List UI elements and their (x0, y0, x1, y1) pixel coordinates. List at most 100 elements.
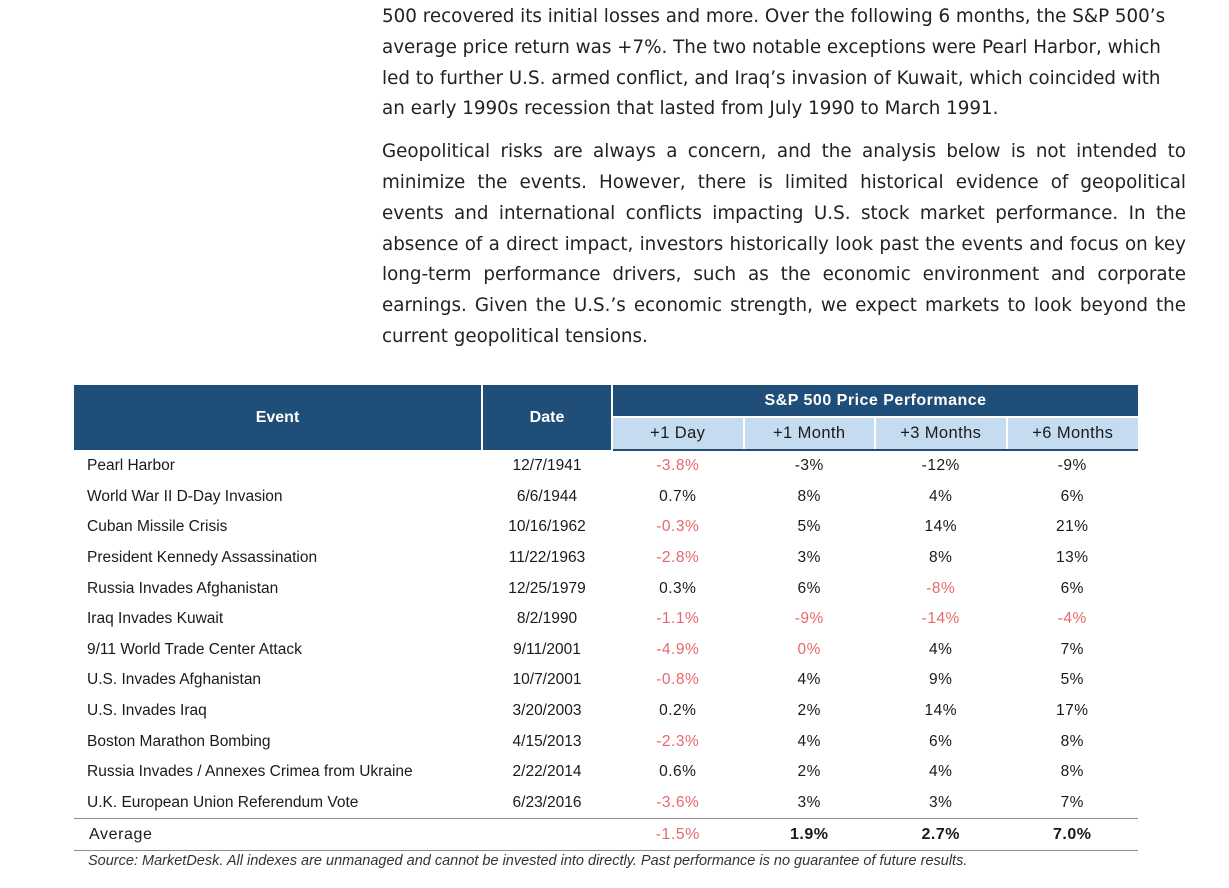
header-1-month: +1 Month (743, 417, 876, 451)
table-row: U.K. European Union Referendum Vote 6/23/… (74, 788, 1138, 819)
value-3-months-cell: 14% (924, 518, 958, 536)
table-body: Pearl Harbor 12/7/1941 -3.8% -3% -12% -9% Worl… (74, 450, 1138, 819)
event-cell: U.S. Invades Iraq (87, 702, 207, 720)
table-row: Iraq Invades Kuwait 8/2/1990 -1.1% -9% -14% -… (74, 604, 1138, 635)
value-1-month-cell: -9% (794, 610, 824, 628)
date-cell: 9/11/2001 (513, 640, 581, 658)
event-cell: Russia Invades / Annexes Crimea from Ukr… (87, 763, 413, 781)
value-1-day-cell: -3.6% (656, 793, 700, 811)
event-cell: U.S. Invades Afghanistan (87, 671, 262, 689)
value-6-months-cell: 8% (1060, 732, 1084, 750)
event-cell: Pearl Harbor (87, 456, 175, 474)
performance-table: Event Date S&P 500 Price Performance +1 … (74, 385, 1139, 852)
value-6-months-cell: 7% (1060, 793, 1084, 811)
header-date: Date (482, 385, 613, 450)
value-6-months-cell: 13% (1056, 549, 1089, 567)
date-cell: 10/7/2001 (512, 671, 582, 689)
table-row: Russia Invades / Annexes Crimea from Ukr… (74, 757, 1138, 788)
value-3-months-cell: 4% (929, 763, 953, 781)
value-1-month-cell: -3% (794, 457, 824, 475)
average-1-day: -1.5% (612, 818, 744, 852)
value-1-month-cell: 8% (797, 487, 821, 505)
value-3-months-cell: 4% (929, 487, 953, 505)
value-6-months-cell: 7% (1060, 640, 1084, 658)
value-6-months-cell: 6% (1060, 487, 1084, 505)
value-1-day-cell: -1.1% (656, 610, 700, 628)
value-6-months-cell: 5% (1060, 671, 1084, 689)
value-3-months-cell: 6% (929, 732, 953, 750)
date-cell: 8/2/1990 (516, 610, 578, 628)
event-cell: Cuban Missile Crisis (87, 518, 228, 536)
value-3-months-cell: 14% (924, 702, 958, 720)
header-6-months: +6 Months (1006, 417, 1139, 451)
date-cell: 6/6/1944 (516, 487, 578, 505)
body-text: 500 recovered its initial losses and mor… (382, 2, 1186, 353)
event-cell: Boston Marathon Bombing (87, 732, 271, 750)
table-row: World War II D-Day Invasion 6/6/1944 0.7% 8… (74, 482, 1138, 513)
value-6-months-cell: 17% (1056, 702, 1089, 720)
value-6-months-cell: -4% (1057, 610, 1087, 628)
table-row: Cuban Missile Crisis 10/16/1962 -0.3% 5% 14%… (74, 512, 1138, 543)
value-3-months-cell: -14% (921, 610, 960, 628)
value-6-months-cell: 8% (1060, 763, 1084, 781)
table-row: U.S. Invades Iraq 3/20/2003 0.2% 2% 14% 17% (74, 696, 1138, 727)
value-1-month-cell: 3% (797, 793, 821, 811)
value-1-month-cell: 0% (797, 640, 821, 658)
average-date-cell (482, 818, 612, 852)
value-1-day-cell: -3.8% (656, 457, 700, 475)
event-cell: Iraq Invades Kuwait (87, 610, 224, 628)
date-cell: 11/22/1963 (508, 549, 586, 567)
date-cell: 6/23/2016 (512, 793, 582, 811)
value-1-day-cell: -2.8% (656, 549, 700, 567)
event-cell: Russia Invades Afghanistan (87, 579, 279, 597)
table-row: 9/11 World Trade Center Attack 9/11/2001 -… (74, 635, 1138, 666)
table-row: Russia Invades Afghanistan 12/25/1979 0.3%… (74, 573, 1138, 604)
header-3-months: +3 Months (875, 417, 1008, 451)
value-6-months-cell: 6% (1060, 579, 1084, 597)
event-cell: U.K. European Union Referendum Vote (87, 793, 359, 811)
event-cell: President Kennedy Assassination (87, 549, 318, 567)
value-1-day-cell: 0.6% (659, 763, 697, 781)
value-1-month-cell: 3% (797, 549, 821, 567)
event-cell: 9/11 World Trade Center Attack (87, 640, 302, 658)
date-cell: 4/15/2013 (512, 732, 582, 750)
value-3-months-cell: 9% (929, 671, 953, 689)
value-3-months-cell: 4% (929, 640, 953, 658)
value-1-month-cell: 5% (797, 518, 821, 536)
value-3-months-cell: 8% (929, 549, 953, 567)
average-row: Average -1.5% 1.9% 2.7% 7.0% (74, 818, 1139, 852)
header-event: Event (74, 385, 483, 450)
table-row: Boston Marathon Bombing 4/15/2013 -2.3% 4% 6… (74, 726, 1138, 757)
value-1-day-cell: -0.3% (656, 518, 700, 536)
value-1-day-cell: -4.9% (656, 640, 700, 658)
header-1-day: +1 Day (612, 417, 745, 451)
value-6-months-cell: -9% (1057, 457, 1087, 475)
date-cell: 2/22/2014 (512, 763, 582, 781)
value-1-day-cell: -2.3% (656, 732, 700, 750)
value-1-day-cell: 0.3% (659, 579, 697, 597)
table-row: President Kennedy Assassination 11/22/196… (74, 543, 1138, 574)
source-note: Source: MarketDesk. All indexes are unma… (88, 853, 968, 869)
date-cell: 10/16/1962 (508, 518, 586, 536)
value-1-month-cell: 4% (797, 732, 821, 750)
average-6-months: 7.0% (1006, 818, 1139, 852)
value-3-months-cell: -8% (926, 579, 956, 597)
table-row: Pearl Harbor 12/7/1941 -3.8% -3% -12% -9% (74, 450, 1138, 482)
average-3-months: 2.7% (875, 818, 1007, 852)
event-cell: World War II D-Day Invasion (87, 487, 283, 505)
value-1-month-cell: 2% (797, 763, 821, 781)
value-1-day-cell: -0.8% (656, 671, 700, 689)
paragraph-1: 500 recovered its initial losses and mor… (382, 6, 1166, 120)
value-1-day-cell: 0.2% (659, 702, 697, 720)
paragraph-2: Geopolitical risks are always a concern,… (382, 141, 1186, 347)
value-1-month-cell: 6% (797, 579, 821, 597)
value-3-months-cell: 3% (929, 793, 953, 811)
value-1-day-cell: 0.7% (659, 487, 697, 505)
value-1-month-cell: 2% (797, 702, 821, 720)
average-1-month: 1.9% (743, 818, 875, 852)
date-cell: 12/7/1941 (512, 456, 582, 474)
header-sp500-performance: S&P 500 Price Performance (612, 385, 1139, 418)
date-cell: 12/25/1979 (508, 579, 586, 597)
value-6-months-cell: 21% (1056, 518, 1089, 536)
value-1-month-cell: 4% (797, 671, 821, 689)
